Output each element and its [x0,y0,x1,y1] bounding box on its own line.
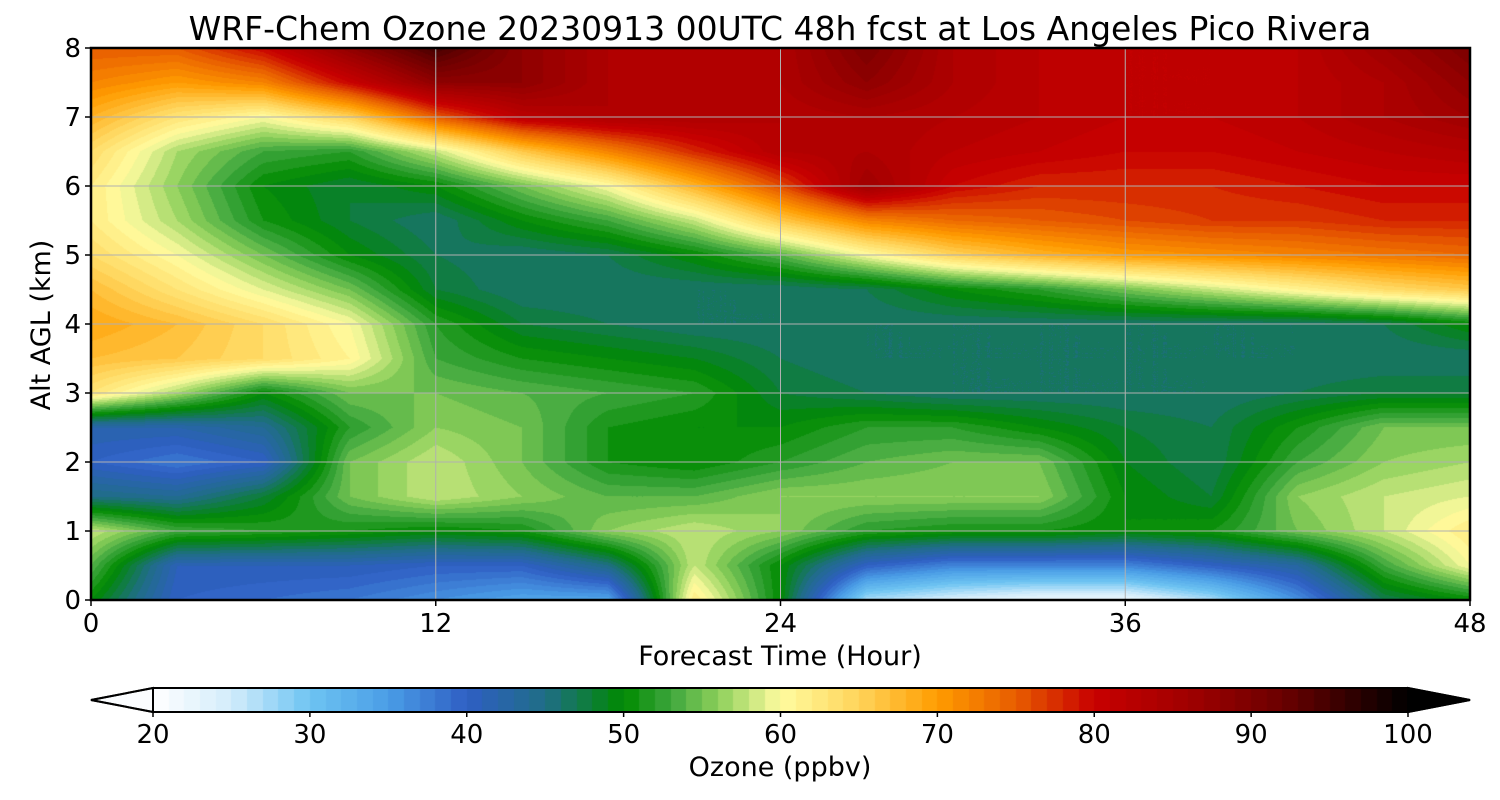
y-tick-label: 3 [64,379,81,409]
colorbar-gradient [153,688,1408,712]
colorbar-ticks: 20 30 40 50 60 70 80 90 100 [136,712,1433,750]
x-axis: 0 12 24 36 48 [83,600,1487,639]
colorbar: 20 30 40 50 60 70 80 90 100 [90,686,1471,750]
x-tick-label: 0 [83,609,100,639]
colorbar-label: Ozone (ppbv) [689,752,872,783]
y-tick-label: 2 [64,448,81,478]
y-tick-label: 4 [64,310,81,340]
colorbar-tick-label: 80 [1078,720,1111,750]
plot-area [89,46,1472,602]
y-tick-label: 8 [64,34,81,64]
y-tick-label: 0 [64,586,81,616]
y-axis-label: Alt AGL (km) [26,240,57,411]
colorbar-extend-low-triangle [90,686,154,714]
y-tick-label: 7 [64,103,81,133]
colorbar-tick-label: 100 [1383,720,1433,750]
x-tick-label: 36 [1109,609,1142,639]
y-tick-label: 1 [64,517,81,547]
y-tick-label: 5 [64,241,81,271]
y-axis: 0 1 2 3 4 5 6 7 8 [64,34,91,616]
x-tick-label: 48 [1453,609,1486,639]
colorbar-tick-label: 90 [1235,720,1268,750]
chart-title: WRF-Chem Ozone 20230913 00UTC 48h fcst a… [189,9,1372,48]
x-axis-label: Forecast Time (Hour) [638,641,922,672]
grid-lines [91,48,1470,600]
y-tick-label: 6 [64,172,81,202]
x-tick-label: 12 [419,609,452,639]
x-tick-label: 24 [764,609,797,639]
colorbar-tick-label: 60 [764,720,797,750]
colorbar-tick-label: 40 [450,720,483,750]
colorbar-extend-high-triangle [1407,686,1471,714]
colorbar-tick-label: 50 [607,720,640,750]
colorbar-tick-label: 20 [136,720,169,750]
colorbar-tick-label: 30 [293,720,326,750]
colorbar-tick-label: 70 [921,720,954,750]
